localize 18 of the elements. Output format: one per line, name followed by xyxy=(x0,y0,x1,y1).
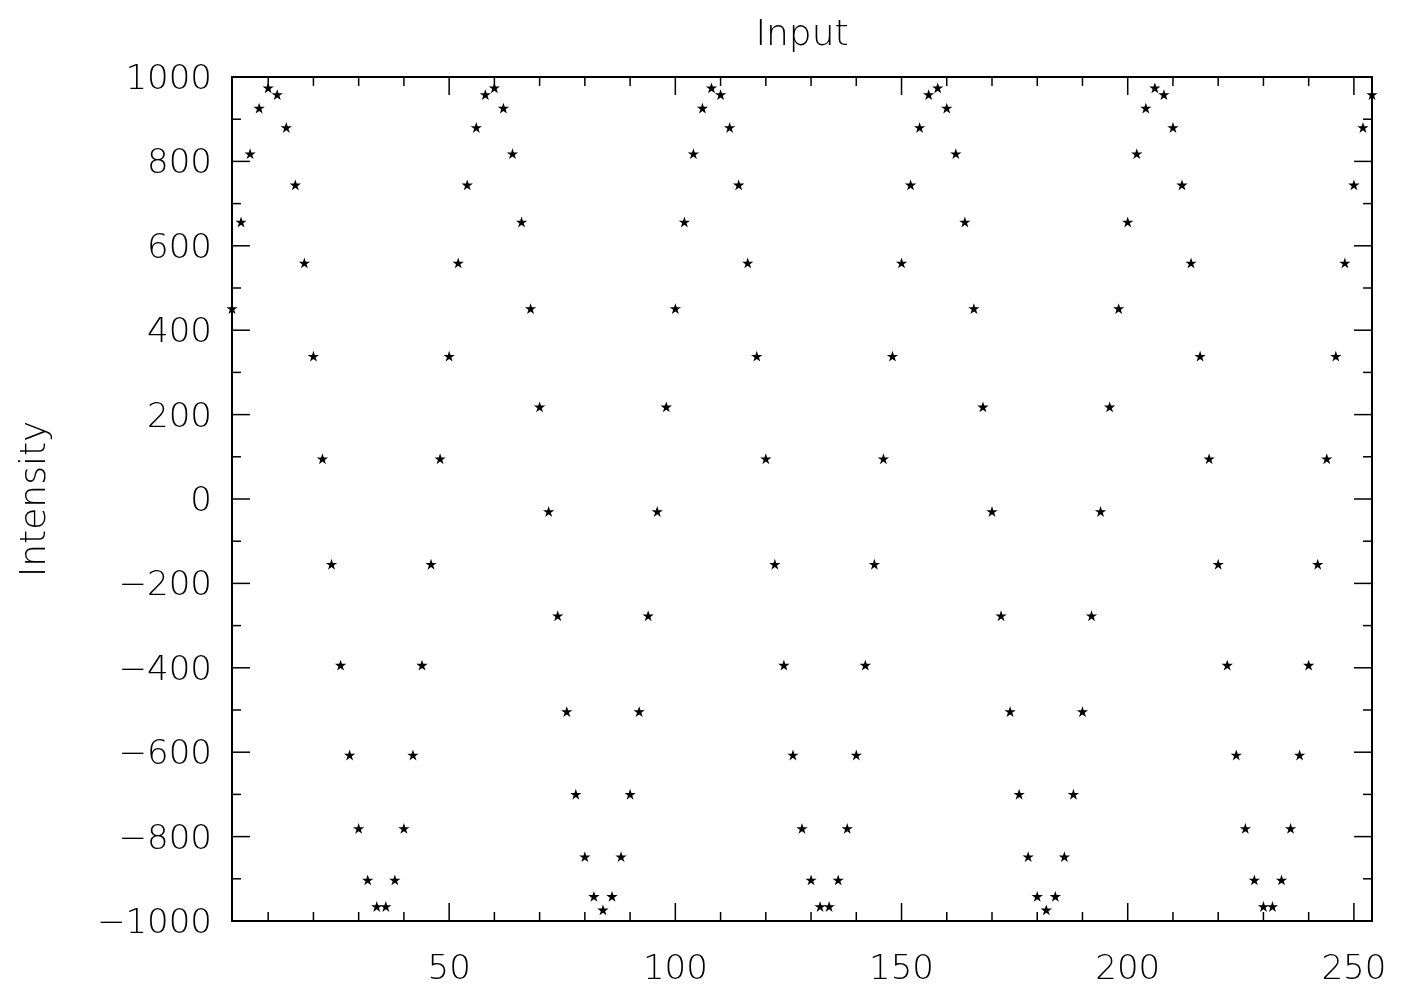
chart-title: Input xyxy=(755,12,849,53)
y-tick-label: 200 xyxy=(147,394,212,435)
x-tick-label: 250 xyxy=(1321,947,1387,987)
y-tick-label: −200 xyxy=(118,563,212,604)
y-axis-title: Intensity xyxy=(12,420,53,578)
y-tick-label: 600 xyxy=(147,225,212,266)
y-tick-label: −600 xyxy=(118,732,212,773)
y-tick-label: −1000 xyxy=(96,900,212,941)
x-tick-label: 200 xyxy=(1095,947,1161,987)
x-tick-label: 100 xyxy=(642,947,708,987)
y-tick-label: −800 xyxy=(118,816,212,857)
y-tick-label: 1000 xyxy=(125,56,212,97)
y-tick-label: 0 xyxy=(190,478,212,519)
x-tick-label: 150 xyxy=(869,947,934,987)
x-tick-label: 50 xyxy=(427,947,471,987)
y-tick-label: 800 xyxy=(147,141,212,182)
y-tick-label: 400 xyxy=(147,310,212,351)
y-tick-label: −400 xyxy=(118,647,212,688)
